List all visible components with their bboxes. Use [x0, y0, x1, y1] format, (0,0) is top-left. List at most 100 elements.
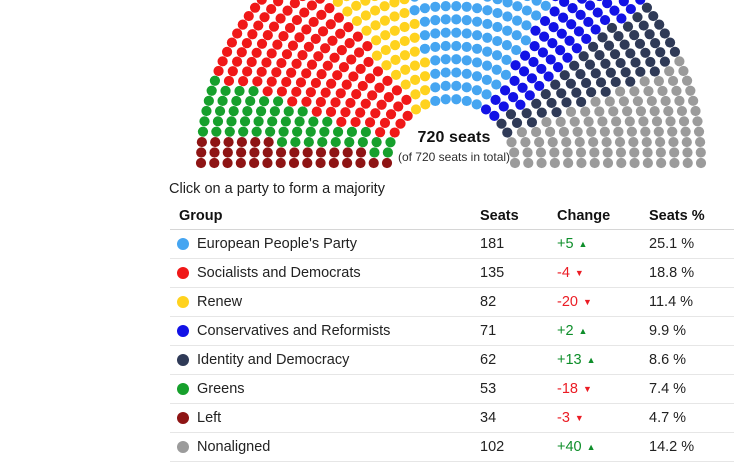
seat-dot[interactable]	[196, 147, 207, 158]
seat-dot[interactable]	[601, 136, 612, 148]
seat-dot[interactable]	[361, 25, 372, 36]
seat-dot[interactable]	[536, 107, 547, 118]
seat-dot[interactable]	[280, 116, 291, 127]
seat-dot[interactable]	[402, 110, 413, 122]
seat-dot[interactable]	[583, 116, 594, 127]
seat-dot[interactable]	[594, 0, 604, 2]
seat-dot[interactable]	[544, 126, 556, 138]
seat-dot[interactable]	[297, 50, 308, 61]
seat-dot[interactable]	[599, 14, 611, 26]
seat-dot[interactable]	[608, 106, 619, 117]
seat-dot[interactable]	[685, 85, 696, 96]
seat-dot[interactable]	[390, 54, 401, 65]
seat-dot[interactable]	[367, 90, 378, 101]
seat-dot[interactable]	[370, 20, 381, 31]
seat-dot[interactable]	[451, 14, 462, 25]
seat-dot[interactable]	[492, 21, 503, 33]
seat-dot[interactable]	[410, 74, 421, 85]
seat-dot[interactable]	[616, 13, 627, 24]
seat-dot[interactable]	[376, 99, 387, 110]
seat-dot[interactable]	[326, 78, 337, 89]
seat-dot[interactable]	[618, 96, 630, 107]
seat-dot[interactable]	[531, 0, 542, 6]
seat-dot[interactable]	[649, 106, 660, 117]
seat-dot[interactable]	[346, 126, 358, 138]
seat-dot[interactable]	[614, 86, 626, 97]
seat-dot[interactable]	[315, 147, 327, 158]
seat-dot[interactable]	[584, 59, 596, 70]
seat-dot[interactable]	[256, 38, 268, 49]
seat-dot[interactable]	[238, 76, 249, 87]
seat-dot[interactable]	[511, 117, 523, 128]
seat-dot[interactable]	[492, 7, 503, 19]
seat-dot[interactable]	[567, 3, 578, 14]
seat-dot[interactable]	[360, 126, 371, 138]
seat-dot[interactable]	[241, 38, 252, 49]
seat-dot[interactable]	[669, 46, 681, 57]
seat-dot[interactable]	[275, 147, 287, 158]
seat-dot[interactable]	[509, 147, 520, 158]
seat-dot[interactable]	[615, 57, 626, 69]
seat-dot[interactable]	[291, 86, 302, 97]
seat-dot[interactable]	[620, 67, 631, 78]
seat-dot[interactable]	[315, 96, 326, 108]
seat-dot[interactable]	[461, 28, 472, 39]
seat-dot[interactable]	[389, 0, 400, 8]
seat-dot[interactable]	[209, 75, 221, 86]
seat-dot[interactable]	[370, 0, 380, 2]
seat-dot[interactable]	[642, 147, 653, 158]
seat-dot[interactable]	[420, 85, 431, 96]
seat-dot[interactable]	[663, 106, 674, 117]
seat-dot[interactable]	[678, 116, 690, 127]
seat-dot[interactable]	[613, 31, 624, 42]
seat-dot[interactable]	[500, 69, 512, 80]
seat-dot[interactable]	[550, 79, 561, 90]
seat-dot[interactable]	[220, 85, 231, 96]
seat-dot[interactable]	[481, 89, 492, 100]
seat-dot[interactable]	[492, 0, 503, 5]
seat-dot[interactable]	[548, 22, 559, 33]
seat-dot[interactable]	[380, 44, 391, 56]
seat-dot[interactable]	[357, 80, 368, 92]
seat-dot[interactable]	[645, 56, 656, 68]
seat-dot[interactable]	[505, 109, 517, 120]
seat-dot[interactable]	[581, 33, 592, 44]
seat-dot[interactable]	[338, 62, 350, 73]
seat-dot[interactable]	[419, 16, 430, 27]
seat-dot[interactable]	[529, 41, 540, 52]
seat-dot[interactable]	[360, 0, 371, 6]
table-row[interactable]: Renew 82 -20 ▼ 11.4 %	[170, 288, 734, 317]
seat-dot[interactable]	[330, 136, 341, 148]
seat-dot[interactable]	[348, 71, 359, 82]
seat-dot[interactable]	[606, 22, 618, 34]
seat-dot[interactable]	[350, 116, 361, 128]
seat-dot[interactable]	[330, 97, 341, 108]
seat-dot[interactable]	[659, 28, 670, 39]
seat-dot[interactable]	[315, 157, 326, 169]
seat-dot[interactable]	[290, 136, 301, 148]
seat-dot[interactable]	[295, 77, 307, 88]
seat-dot[interactable]	[302, 157, 313, 169]
seat-dot[interactable]	[251, 126, 262, 137]
seat-dot[interactable]	[651, 116, 663, 127]
seat-dot[interactable]	[273, 0, 284, 7]
seat-dot[interactable]	[243, 10, 254, 22]
seat-dot[interactable]	[509, 157, 521, 169]
seat-dot[interactable]	[346, 54, 357, 65]
seat-dot[interactable]	[440, 80, 451, 91]
seat-dot[interactable]	[681, 136, 692, 148]
seat-dot[interactable]	[564, 35, 575, 46]
table-row[interactable]: Socialists and Democrats 135 -4 ▼ 18.8 %	[170, 259, 734, 288]
seat-dot[interactable]	[490, 94, 501, 105]
seat-dot[interactable]	[602, 157, 614, 169]
seat-dot[interactable]	[520, 35, 531, 46]
seat-dot[interactable]	[317, 136, 328, 148]
seat-dot[interactable]	[389, 11, 400, 22]
seat-dot[interactable]	[363, 56, 374, 68]
seat-dot[interactable]	[391, 85, 403, 96]
seat-dot[interactable]	[506, 137, 517, 148]
seat-dot[interactable]	[632, 96, 644, 107]
seat-dot[interactable]	[515, 99, 526, 110]
seat-dot[interactable]	[531, 98, 542, 109]
seat-dot[interactable]	[375, 127, 386, 138]
